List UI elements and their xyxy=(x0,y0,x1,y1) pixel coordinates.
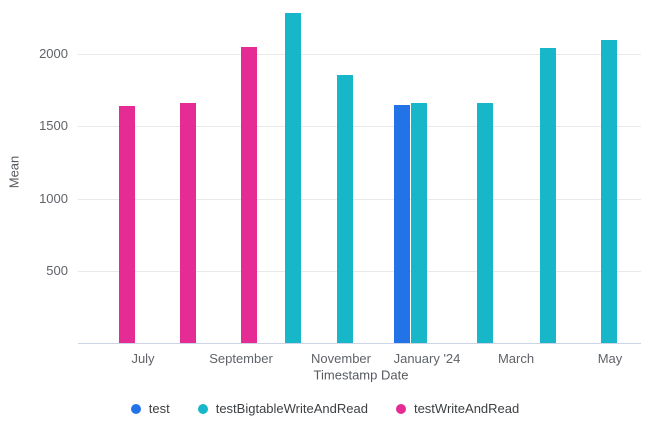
bar-testBigtableWriteAndRead[interactable] xyxy=(285,13,301,343)
x-axis-line xyxy=(78,343,641,344)
legend-swatch-icon xyxy=(395,403,406,414)
gridline xyxy=(78,54,641,55)
x-tick-label: January '24 xyxy=(393,351,461,366)
bar-test[interactable] xyxy=(394,105,410,343)
bar-testWriteAndRead[interactable] xyxy=(119,106,135,343)
x-tick-label: November xyxy=(311,351,371,366)
bar-testBigtableWriteAndRead[interactable] xyxy=(337,74,353,343)
x-tick-label: September xyxy=(209,351,273,366)
x-tick-label: May xyxy=(597,351,623,366)
bar-testBigtableWriteAndRead[interactable] xyxy=(477,102,493,343)
bar-testBigtableWriteAndRead[interactable] xyxy=(601,39,617,343)
legend-label: testWriteAndRead xyxy=(413,401,520,416)
legend-item-test[interactable]: test xyxy=(130,401,170,416)
x-axis-title: Timestamp Date xyxy=(313,367,409,383)
legend-item-testWriteAndRead[interactable]: testWriteAndRead xyxy=(395,401,520,416)
legend-item-testBigtableWriteAndRead[interactable]: testBigtableWriteAndRead xyxy=(197,401,368,416)
gridline xyxy=(78,270,641,272)
y-tick-label: 2000 xyxy=(39,46,68,61)
y-tick-label: 1500 xyxy=(39,118,68,134)
x-tick-label: March xyxy=(497,351,535,366)
y-tick-label: 500 xyxy=(46,262,68,278)
y-tick-label: 1000 xyxy=(39,190,68,206)
bar-testBigtableWriteAndRead[interactable] xyxy=(540,47,556,343)
bar-testWriteAndRead[interactable] xyxy=(180,102,196,343)
legend-swatch-icon xyxy=(197,403,208,414)
legend-label: test xyxy=(148,401,170,416)
gridline xyxy=(78,198,641,200)
legend-label: testBigtableWriteAndRead xyxy=(215,401,368,416)
x-tick-label: July xyxy=(131,351,155,366)
bar-testBigtableWriteAndRead[interactable] xyxy=(411,103,427,343)
bar-testWriteAndRead[interactable] xyxy=(241,46,257,343)
gridline xyxy=(78,126,641,128)
legend: test testBigtableWriteAndRead testWriteAnd… xyxy=(0,401,650,416)
legend-swatch-icon xyxy=(130,403,141,414)
y-axis-title: Mean xyxy=(6,155,22,189)
